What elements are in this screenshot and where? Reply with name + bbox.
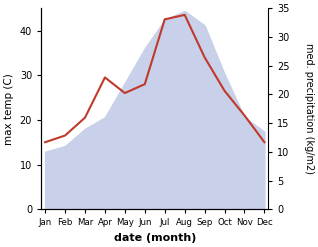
Y-axis label: med. precipitation (kg/m2): med. precipitation (kg/m2) — [304, 43, 314, 174]
Y-axis label: max temp (C): max temp (C) — [4, 73, 14, 144]
X-axis label: date (month): date (month) — [114, 233, 196, 243]
